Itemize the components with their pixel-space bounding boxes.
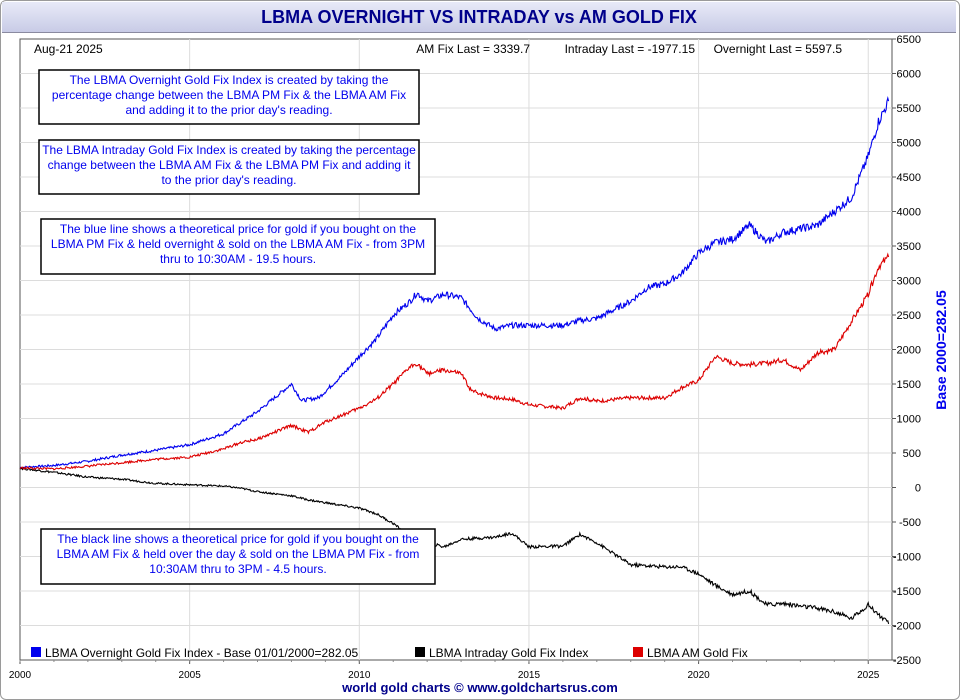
chart-title: LBMA OVERNIGHT VS INTRADAY vs AM GOLD FI… <box>261 6 697 27</box>
note-box-overnight-definition: The LBMA Overnight Gold Fix Index is cre… <box>38 69 420 125</box>
y-tick-label: 1000 <box>897 414 921 426</box>
y-tick-label: 2000 <box>897 345 921 357</box>
x-tick-label: 2020 <box>687 670 710 681</box>
y-tick-label: 1500 <box>897 379 921 391</box>
header-date: Aug-21 2025 <box>34 42 103 56</box>
note-text: The black line shows a theoretical price… <box>56 532 420 576</box>
y-tick-label: 6500 <box>897 34 921 46</box>
y-axis-label: Base 2000=282.05 <box>933 290 949 410</box>
legend-swatch-intraday <box>415 647 425 657</box>
y-tick-label: -1500 <box>893 586 921 598</box>
y-tick-label: 0 <box>915 483 921 495</box>
series-line-intraday <box>19 466 890 625</box>
y-tick-label: -2500 <box>893 655 921 667</box>
legend-label-intraday: LBMA Intraday Gold Fix Index <box>429 646 588 660</box>
y-tick-label: 5500 <box>897 103 921 115</box>
x-tick-label: 2015 <box>518 670 541 681</box>
note-box-blue-line: The blue line shows a theoretical price … <box>40 218 436 275</box>
x-tick-label: 2005 <box>179 670 202 681</box>
note-text: The LBMA Intraday Gold Fix Index is crea… <box>42 143 416 187</box>
legend-label-overnight: LBMA Overnight Gold Fix Index - Base 01/… <box>45 646 359 660</box>
y-tick-label: 500 <box>903 448 921 460</box>
y-tick-label: 3000 <box>897 276 921 288</box>
legend-swatch-overnight <box>31 647 41 657</box>
note-text: The blue line shows a theoretical price … <box>50 222 426 266</box>
x-tick-label: 2025 <box>857 670 880 681</box>
x-tick-labels: 2000 2005 2010 2015 2020 2025 <box>9 670 880 681</box>
series-line-overnight <box>19 95 890 470</box>
note-box-intraday-definition: The LBMA Intraday Gold Fix Index is crea… <box>38 139 420 195</box>
legend-label-amfix: LBMA AM Gold Fix <box>647 646 748 660</box>
y-tick-label: 4500 <box>897 172 921 184</box>
y-tick-label: 4000 <box>897 207 921 219</box>
legend: LBMA Overnight Gold Fix Index - Base 01/… <box>31 646 748 660</box>
x-tick-label: 2010 <box>348 670 371 681</box>
header-intraday-last: Intraday Last = -1977.15 <box>565 42 696 56</box>
y-tick-label: 6000 <box>897 69 921 81</box>
note-box-black-line: The black line shows a theoretical price… <box>40 528 436 585</box>
series-line-amfix <box>19 252 890 471</box>
y-tick-label: 5000 <box>897 138 921 150</box>
header-am-fix-last: AM Fix Last = 3339.7 <box>416 42 530 56</box>
x-tick-label: 2000 <box>9 670 32 681</box>
series-group <box>19 95 890 625</box>
legend-swatch-amfix <box>633 647 643 657</box>
gridlines <box>19 38 896 664</box>
y-tick-label: -500 <box>899 517 921 529</box>
header-overnight-last: Overnight Last = 5597.5 <box>714 42 843 56</box>
y-tick-label: 2500 <box>897 310 921 322</box>
y-tick-label: -1000 <box>893 552 921 564</box>
y-tick-label: 3500 <box>897 241 921 253</box>
title-bar: LBMA OVERNIGHT VS INTRADAY vs AM GOLD FI… <box>2 2 956 33</box>
footer-credit: world gold charts © www.goldchartsrus.co… <box>342 680 618 695</box>
y-tick-label: -2000 <box>893 621 921 633</box>
y-tick-labels: 6500600055005000450040003500300025002000… <box>893 34 921 667</box>
note-text: The LBMA Overnight Gold Fix Index is cre… <box>51 73 407 117</box>
